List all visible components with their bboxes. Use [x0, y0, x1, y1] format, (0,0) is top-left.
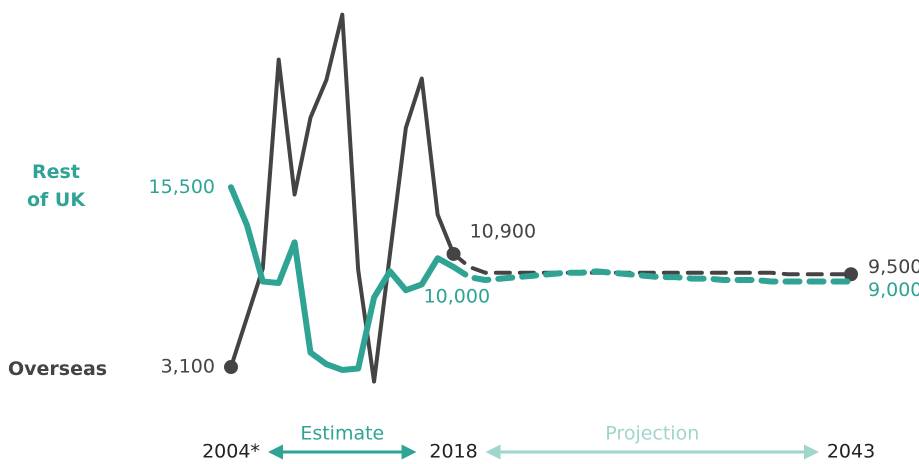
data-label: 15,500 — [149, 176, 215, 198]
series-line — [450, 264, 854, 285]
series-name: Overseas — [8, 358, 108, 380]
annotation: Projection — [605, 423, 699, 445]
data-label: 10,000 — [424, 286, 490, 308]
x-tick-label: 2004* — [202, 441, 260, 463]
data-label: 9,000 — [868, 279, 919, 301]
series-line — [228, 184, 457, 373]
annotation: Estimate — [300, 423, 384, 445]
data-label: 10,900 — [470, 220, 536, 242]
series-line — [229, 12, 456, 384]
data-label: 3,100 — [161, 356, 215, 378]
data-label: 9,500 — [868, 256, 919, 278]
point-marker — [844, 267, 858, 282]
series-name: Rest of UK — [26, 161, 86, 211]
series-line — [451, 251, 853, 277]
x-tick-label: 2043 — [827, 441, 875, 463]
point-marker — [446, 246, 461, 261]
x-tick-label: 2018 — [429, 441, 477, 463]
point-marker — [224, 360, 238, 375]
